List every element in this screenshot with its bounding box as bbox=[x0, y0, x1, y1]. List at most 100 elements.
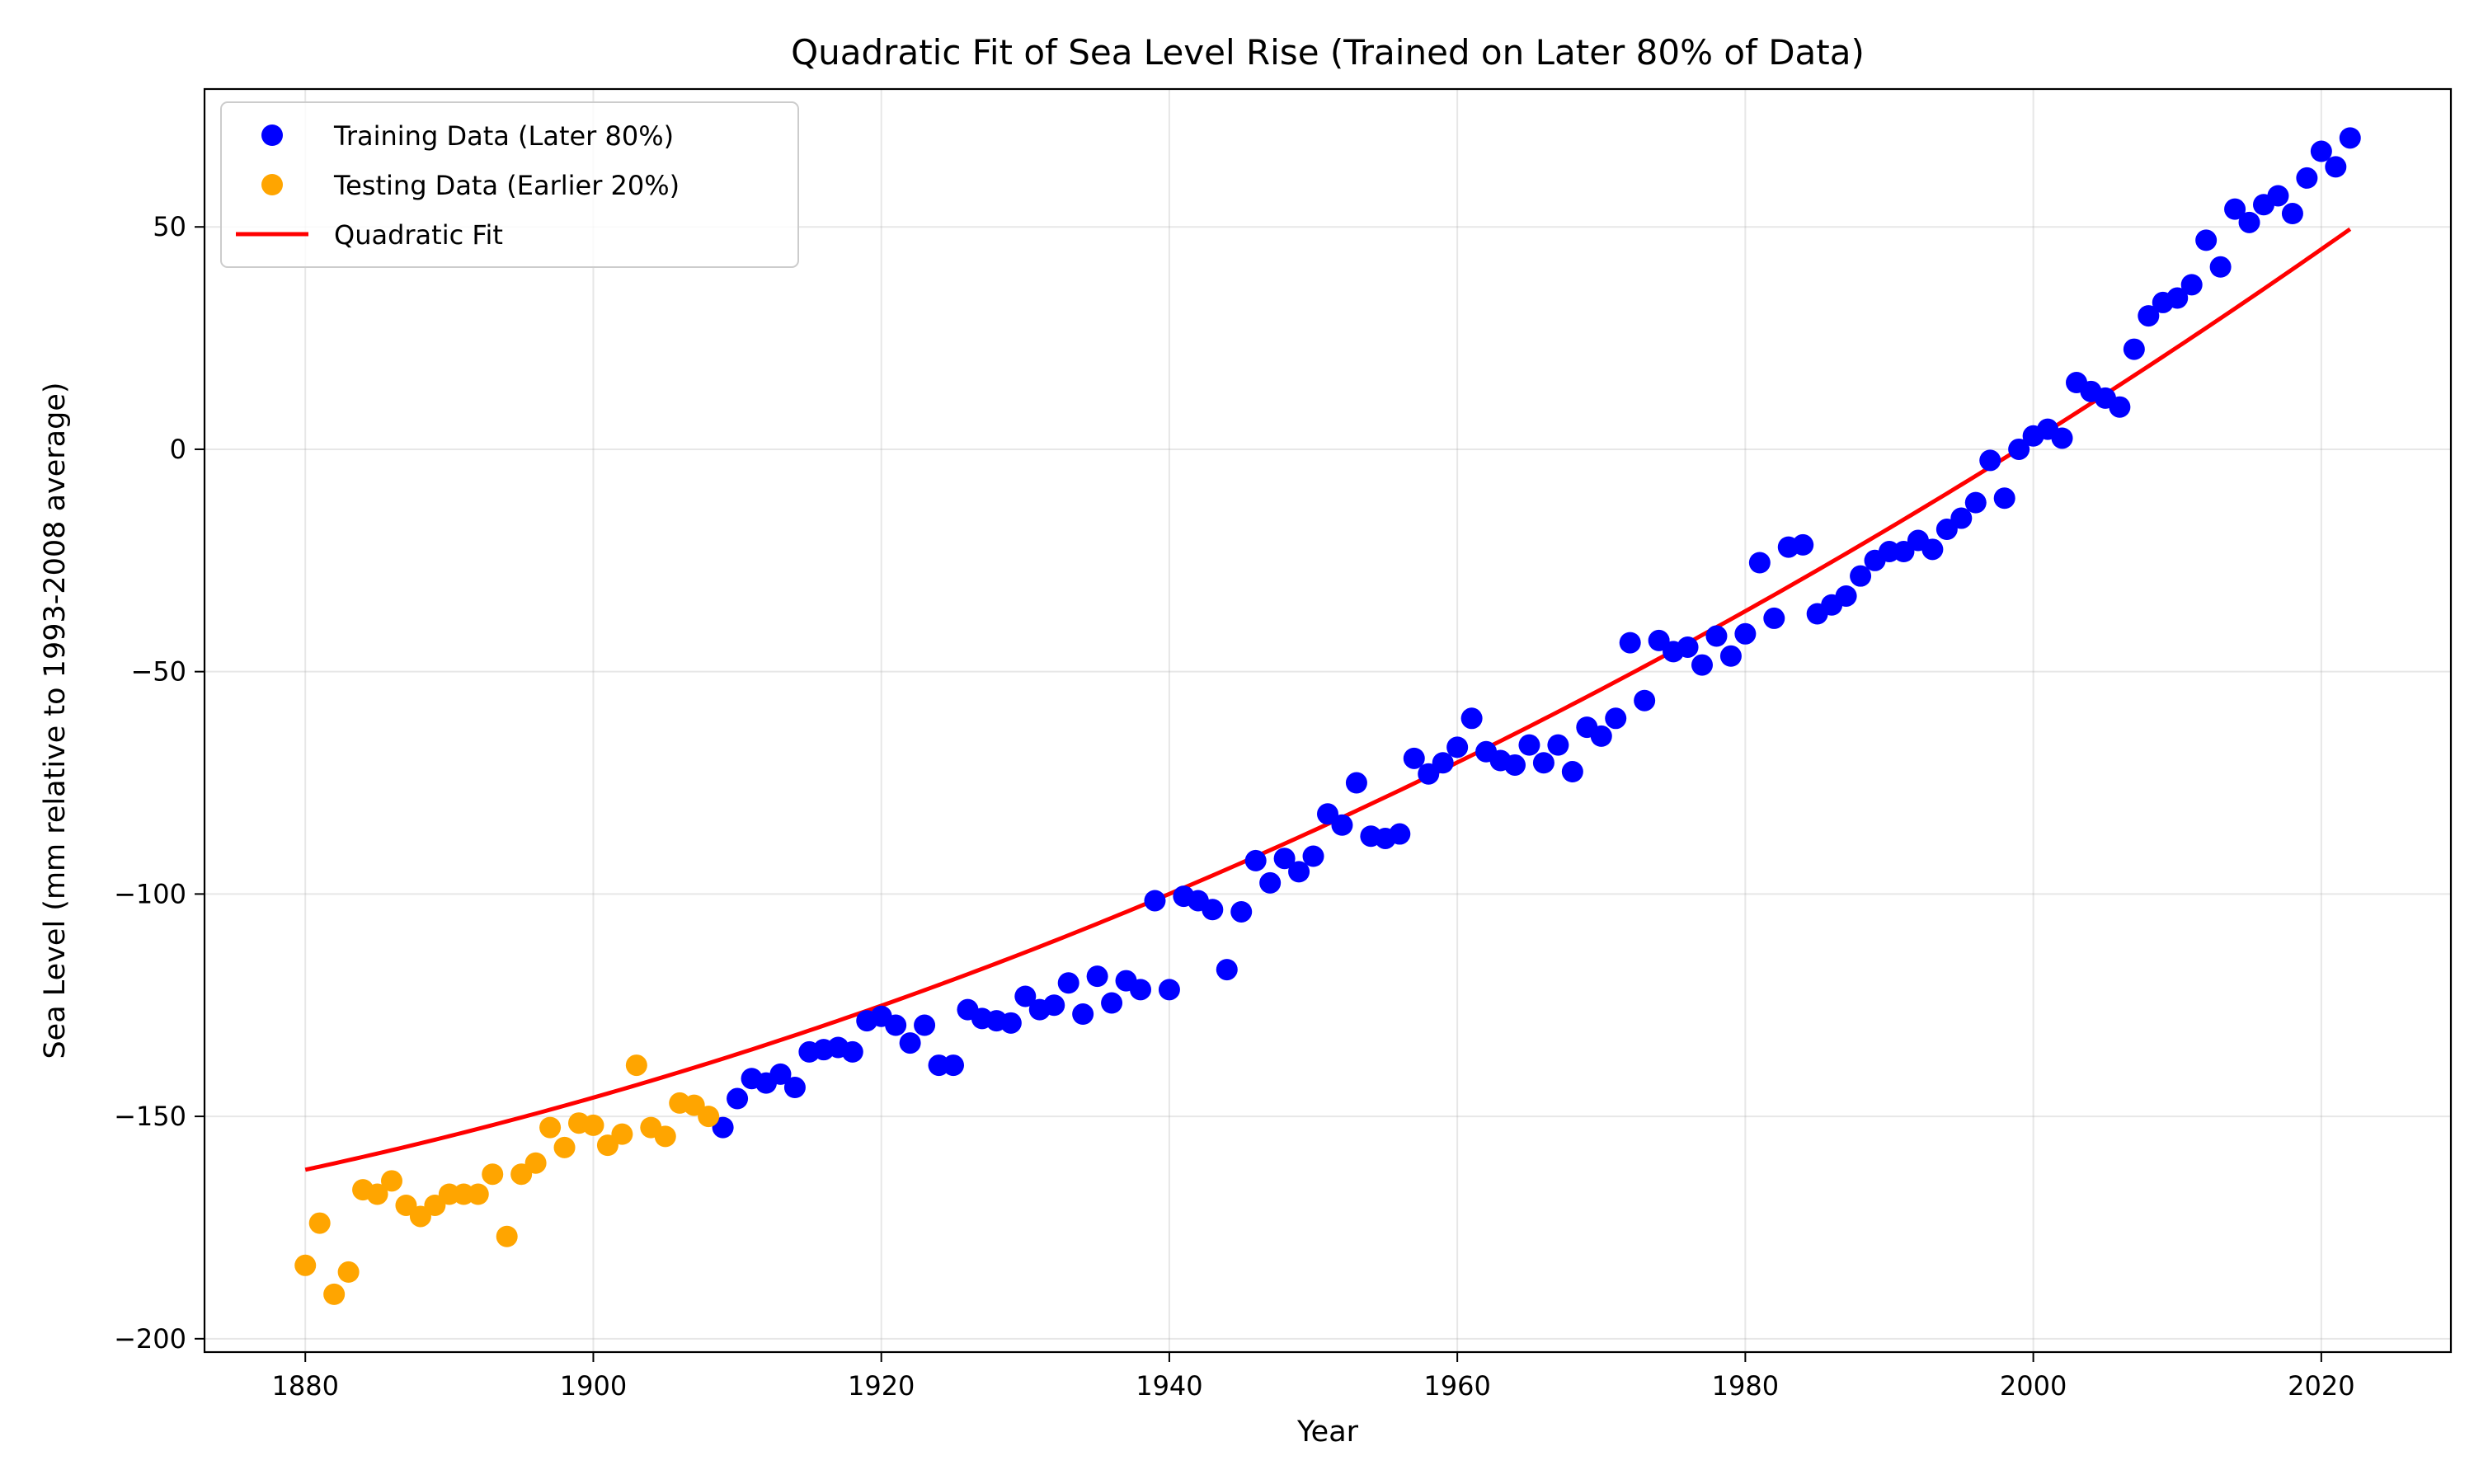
training-point bbox=[943, 1054, 964, 1077]
training-point bbox=[2180, 274, 2203, 296]
training-point bbox=[1389, 823, 1411, 845]
training-point bbox=[1460, 707, 1483, 730]
training-point bbox=[1101, 992, 1123, 1014]
testing-point bbox=[366, 1183, 388, 1205]
training-point bbox=[1259, 871, 1282, 894]
training-point bbox=[1057, 972, 1079, 994]
training-point bbox=[1144, 890, 1166, 912]
testing-point bbox=[294, 1254, 317, 1276]
training-point bbox=[1216, 959, 1238, 981]
training-point bbox=[2209, 256, 2232, 278]
y-tick-label: −200 bbox=[114, 1323, 186, 1355]
training-point bbox=[2224, 198, 2246, 220]
testing-point bbox=[582, 1114, 604, 1136]
legend-marker-testing bbox=[261, 174, 283, 195]
training-point bbox=[1691, 654, 1713, 676]
y-tick-label: −50 bbox=[130, 656, 186, 688]
x-tick-label: 1880 bbox=[272, 1370, 339, 1402]
training-point bbox=[2051, 427, 2073, 449]
testing-point bbox=[308, 1212, 331, 1234]
training-point bbox=[2267, 185, 2289, 207]
training-point bbox=[1532, 752, 1554, 774]
training-point bbox=[1244, 849, 1267, 871]
training-point bbox=[2109, 396, 2131, 418]
ticks-layer: 1880 1900 1920 1940 1960 1980 2000 2020 −200 −150… bbox=[114, 211, 2354, 1402]
training-point bbox=[1921, 538, 1944, 561]
training-point bbox=[1677, 636, 1699, 658]
legend-label-training: Training Data (Later 80%) bbox=[333, 120, 674, 152]
training-point bbox=[727, 1087, 749, 1110]
testing-point bbox=[539, 1116, 562, 1139]
training-point bbox=[1590, 725, 1612, 747]
training-point bbox=[1705, 625, 1728, 647]
training-point bbox=[841, 1040, 863, 1063]
training-point bbox=[885, 1014, 907, 1036]
x-tick-label: 1960 bbox=[1423, 1370, 1490, 1402]
training-point bbox=[1230, 900, 1253, 923]
training-point bbox=[2310, 140, 2332, 162]
x-tick-label: 1900 bbox=[560, 1370, 627, 1402]
training-point bbox=[2281, 203, 2303, 225]
training-point bbox=[1547, 734, 1569, 756]
training-point bbox=[2195, 229, 2218, 251]
training-point bbox=[1072, 1003, 1094, 1026]
training-point bbox=[1561, 761, 1583, 783]
testing-point bbox=[524, 1152, 547, 1174]
legend-label-testing: Testing Data (Earlier 20%) bbox=[333, 170, 680, 201]
training-point bbox=[1014, 985, 1037, 1007]
training-point bbox=[1432, 752, 1454, 774]
training-point bbox=[1446, 736, 1469, 758]
x-tick-label: 1940 bbox=[1136, 1370, 1202, 1402]
testing-point bbox=[381, 1170, 402, 1192]
x-axis-label: Year bbox=[1296, 1416, 1359, 1449]
training-point bbox=[1504, 754, 1526, 776]
training-point bbox=[1130, 979, 1151, 1001]
x-tick-label: 2020 bbox=[2288, 1370, 2354, 1402]
training-point bbox=[769, 1063, 792, 1085]
training-point bbox=[2339, 127, 2361, 149]
training-point bbox=[1302, 845, 1324, 867]
x-tick-label: 1920 bbox=[848, 1370, 915, 1402]
x-tick-label: 2000 bbox=[2000, 1370, 2067, 1402]
training-point bbox=[2123, 338, 2145, 360]
training-point bbox=[1950, 507, 1973, 529]
grid-layer bbox=[205, 89, 2451, 1352]
training-point bbox=[2166, 287, 2189, 309]
training-point bbox=[899, 1032, 921, 1054]
training-point bbox=[2008, 438, 2030, 460]
training-point bbox=[1763, 607, 1785, 629]
testing-point bbox=[467, 1183, 489, 1205]
training-point bbox=[1748, 552, 1771, 574]
training-point bbox=[1518, 734, 1540, 756]
training-point bbox=[1273, 848, 1296, 870]
training-point bbox=[783, 1077, 806, 1099]
y-axis-label: Sea Level (mm relative to 1993-2008 aver… bbox=[39, 382, 72, 1059]
training-point bbox=[999, 1012, 1022, 1034]
testing-point bbox=[553, 1136, 576, 1158]
training-point bbox=[1158, 979, 1180, 1001]
training-point bbox=[1734, 622, 1757, 645]
training-point bbox=[2325, 156, 2347, 178]
training-point bbox=[1086, 965, 1108, 988]
y-tick-label: −100 bbox=[114, 878, 186, 909]
training-point bbox=[1331, 814, 1353, 836]
training-point bbox=[1835, 585, 1857, 607]
testing-point bbox=[654, 1125, 676, 1148]
training-point bbox=[1993, 487, 2015, 510]
testing-point bbox=[625, 1054, 647, 1077]
points-layer bbox=[294, 127, 2361, 1305]
x-tick-label: 1980 bbox=[1712, 1370, 1779, 1402]
training-point bbox=[1850, 565, 1872, 587]
legend-box bbox=[220, 101, 799, 268]
training-point bbox=[2238, 211, 2260, 233]
legend-marker-training bbox=[261, 124, 283, 146]
training-point bbox=[1043, 994, 1065, 1017]
testing-point bbox=[482, 1163, 504, 1186]
training-point bbox=[1345, 772, 1367, 794]
training-point bbox=[1202, 899, 1224, 921]
y-tick-label: −150 bbox=[114, 1101, 186, 1132]
y-tick-label: 0 bbox=[170, 434, 186, 465]
plot-frame bbox=[203, 87, 2453, 1354]
testing-point bbox=[698, 1106, 720, 1128]
legend: Training Data (Later 80%) Testing Data (… bbox=[220, 101, 799, 268]
